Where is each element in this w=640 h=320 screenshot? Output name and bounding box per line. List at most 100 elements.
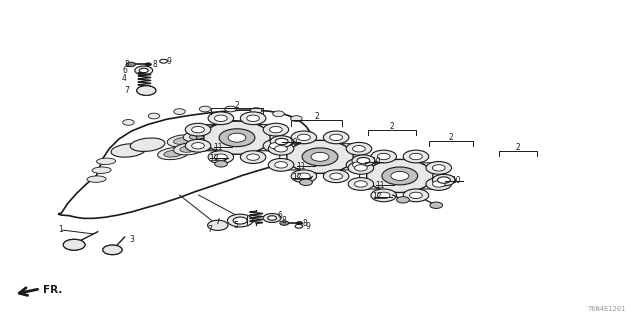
Circle shape <box>63 239 85 250</box>
Ellipse shape <box>199 125 230 137</box>
Circle shape <box>330 173 342 180</box>
Circle shape <box>350 162 369 172</box>
Circle shape <box>191 142 204 149</box>
Circle shape <box>227 214 253 227</box>
Circle shape <box>433 181 445 187</box>
Text: 6: 6 <box>277 211 282 220</box>
Circle shape <box>426 178 452 190</box>
Circle shape <box>173 109 185 115</box>
Circle shape <box>357 157 370 164</box>
Circle shape <box>275 146 287 152</box>
Circle shape <box>273 145 284 150</box>
Circle shape <box>145 63 152 66</box>
Circle shape <box>233 217 247 224</box>
Circle shape <box>367 159 433 193</box>
Circle shape <box>63 239 85 250</box>
Circle shape <box>269 142 282 149</box>
Text: FR.: FR. <box>44 285 63 295</box>
Circle shape <box>371 150 396 163</box>
Circle shape <box>241 151 266 164</box>
Circle shape <box>296 221 303 225</box>
Ellipse shape <box>157 148 189 160</box>
Circle shape <box>137 86 156 95</box>
Circle shape <box>208 151 234 164</box>
Ellipse shape <box>130 138 165 151</box>
Text: 3: 3 <box>130 235 134 244</box>
Text: 8: 8 <box>282 216 287 225</box>
Circle shape <box>355 165 367 171</box>
Ellipse shape <box>212 136 230 143</box>
Circle shape <box>433 174 456 186</box>
Polygon shape <box>58 110 312 218</box>
Circle shape <box>268 216 276 220</box>
Circle shape <box>430 202 443 208</box>
Circle shape <box>103 245 122 255</box>
Circle shape <box>382 167 418 185</box>
Ellipse shape <box>167 135 198 147</box>
Circle shape <box>410 192 422 198</box>
Circle shape <box>273 111 284 117</box>
Circle shape <box>323 170 349 183</box>
Circle shape <box>185 123 211 136</box>
Circle shape <box>280 221 289 225</box>
Circle shape <box>214 115 227 122</box>
Circle shape <box>346 142 372 155</box>
Text: 10: 10 <box>288 138 298 147</box>
Text: T6N4E1201: T6N4E1201 <box>588 306 627 312</box>
Ellipse shape <box>215 121 246 132</box>
Circle shape <box>438 177 451 183</box>
Circle shape <box>330 134 342 140</box>
Text: 12: 12 <box>292 173 301 182</box>
Text: 4: 4 <box>122 74 127 83</box>
Circle shape <box>323 131 349 144</box>
Text: 7: 7 <box>207 225 212 234</box>
Circle shape <box>291 170 317 183</box>
Circle shape <box>353 162 365 168</box>
Circle shape <box>433 165 445 171</box>
Circle shape <box>148 113 160 119</box>
Text: 2: 2 <box>389 122 394 131</box>
Text: 2: 2 <box>449 133 453 142</box>
Circle shape <box>269 143 288 153</box>
Text: 10: 10 <box>371 157 381 166</box>
Ellipse shape <box>92 167 111 173</box>
Circle shape <box>191 126 204 133</box>
Ellipse shape <box>221 123 240 130</box>
Circle shape <box>352 155 375 166</box>
Circle shape <box>241 112 266 125</box>
Text: 5: 5 <box>234 221 239 230</box>
Circle shape <box>378 153 390 160</box>
Circle shape <box>371 189 396 202</box>
Text: 8: 8 <box>302 219 307 228</box>
Circle shape <box>214 154 227 160</box>
Text: 1: 1 <box>58 225 63 234</box>
Circle shape <box>355 164 365 170</box>
Ellipse shape <box>205 128 224 135</box>
Text: 2: 2 <box>516 143 520 152</box>
Circle shape <box>355 181 367 187</box>
Circle shape <box>247 115 259 122</box>
Circle shape <box>268 142 294 155</box>
Ellipse shape <box>111 144 146 157</box>
Circle shape <box>250 108 262 114</box>
Circle shape <box>135 66 153 75</box>
Circle shape <box>426 162 452 174</box>
Text: 11: 11 <box>375 181 385 190</box>
Circle shape <box>378 192 390 198</box>
Circle shape <box>160 59 168 63</box>
Text: 11: 11 <box>212 143 222 152</box>
Circle shape <box>302 148 338 166</box>
Circle shape <box>298 134 310 140</box>
Circle shape <box>204 121 270 154</box>
Circle shape <box>225 106 236 112</box>
Text: 12: 12 <box>372 192 382 201</box>
Text: 2: 2 <box>235 101 239 110</box>
Circle shape <box>298 173 310 180</box>
Circle shape <box>263 123 289 136</box>
Ellipse shape <box>180 145 198 152</box>
Ellipse shape <box>205 133 237 145</box>
Circle shape <box>199 106 211 112</box>
Circle shape <box>228 133 246 142</box>
Text: 9: 9 <box>167 57 172 66</box>
Circle shape <box>291 116 302 122</box>
